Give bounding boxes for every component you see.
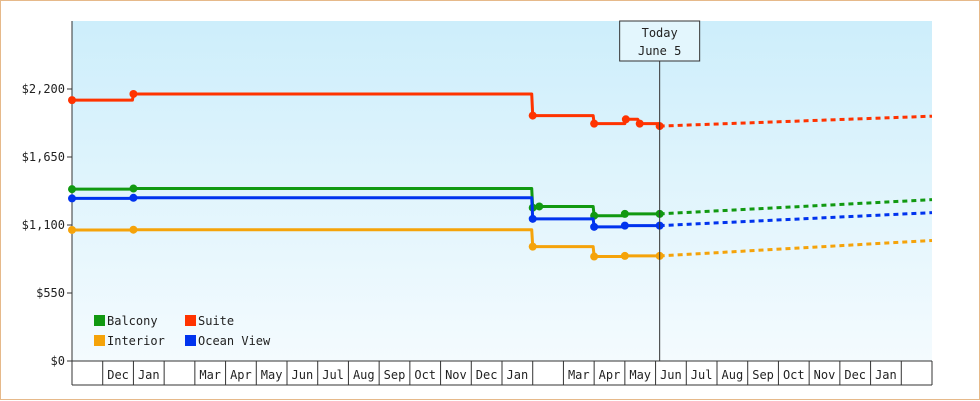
data-point-ocean-view — [129, 193, 138, 202]
data-point-interior — [590, 252, 599, 261]
legend-label-interior: Interior — [107, 334, 165, 348]
series-layer — [68, 89, 933, 261]
legend-swatch-balcony — [94, 315, 105, 326]
x-month-label: Nov — [445, 368, 467, 382]
data-point-suite — [68, 96, 76, 105]
x-month-label: Mar — [568, 368, 590, 382]
today-marker: Today June 5 — [619, 20, 701, 361]
x-month-label: Dec — [476, 368, 498, 382]
legend-swatch-ocean-view — [185, 335, 196, 346]
data-point-interior — [68, 225, 76, 234]
data-point-suite — [621, 115, 630, 124]
data-point-interior — [129, 225, 138, 234]
x-month-label: May — [261, 368, 283, 382]
x-month-label: Apr — [230, 368, 252, 382]
x-month-label: Sep — [752, 368, 774, 382]
x-month-label: May — [629, 368, 651, 382]
x-month-label: Aug — [722, 368, 744, 382]
data-point-ocean-view — [590, 222, 599, 231]
data-point-ocean-view — [528, 214, 537, 223]
x-month-label: Jun — [660, 368, 682, 382]
x-month-label: Dec — [107, 368, 129, 382]
x-month-label: Jul — [322, 368, 344, 382]
y-tick-label: $0 — [51, 354, 65, 368]
x-month-label: Jan — [875, 368, 897, 382]
data-point-balcony — [68, 185, 76, 194]
forecast-line-suite — [659, 114, 933, 128]
y-tick-label: $1,650 — [22, 150, 65, 164]
legend-label-ocean-view: Ocean View — [198, 334, 271, 348]
forecast-line-interior — [659, 238, 933, 258]
x-month-label: Jun — [292, 368, 314, 382]
x-month-label: Sep — [384, 368, 406, 382]
data-point-interior — [528, 242, 537, 251]
today-box — [619, 20, 701, 62]
legend: Balcony Suite Interior Ocean View — [94, 314, 271, 348]
legend-label-suite: Suite — [198, 314, 234, 328]
today-date: June 5 — [638, 44, 681, 58]
x-month-label: Apr — [599, 368, 621, 382]
x-month-label: Oct — [783, 368, 805, 382]
forecast-line-ocean-view — [659, 211, 933, 228]
data-point-balcony — [620, 209, 629, 218]
legend-swatch-interior — [94, 335, 105, 346]
data-point-ocean-view — [620, 221, 629, 230]
x-month-label: Oct — [414, 368, 436, 382]
x-month-label: Jan — [138, 368, 160, 382]
legend-label-balcony: Balcony — [107, 314, 158, 328]
axes: $0 $550 $1,100 $1,650 $2,200 Dec Jan Mar Apr May J… — [22, 21, 933, 386]
data-point-interior — [620, 251, 629, 260]
x-month-label: Dec — [844, 368, 866, 382]
y-tick-label: $1,100 — [22, 218, 65, 232]
x-month-label: Jan — [507, 368, 529, 382]
x-month-label: Aug — [353, 368, 375, 382]
y-tick-label: $550 — [36, 286, 65, 300]
data-point-ocean-view — [68, 194, 76, 203]
x-month-label: Nov — [814, 368, 836, 382]
today-label: Today — [642, 26, 678, 40]
data-point-suite — [635, 119, 644, 128]
y-tick-label: $2,200 — [22, 82, 65, 96]
data-point-suite — [590, 119, 599, 128]
plot-area — [72, 21, 932, 361]
forecast-line-balcony — [659, 198, 933, 216]
data-point-suite — [528, 111, 537, 120]
data-point-suite — [129, 89, 138, 98]
x-month-label: Mar — [199, 368, 221, 382]
x-month-label: Jul — [691, 368, 713, 382]
legend-swatch-suite — [185, 315, 196, 326]
data-point-balcony — [129, 184, 138, 193]
data-point-balcony — [535, 202, 544, 211]
